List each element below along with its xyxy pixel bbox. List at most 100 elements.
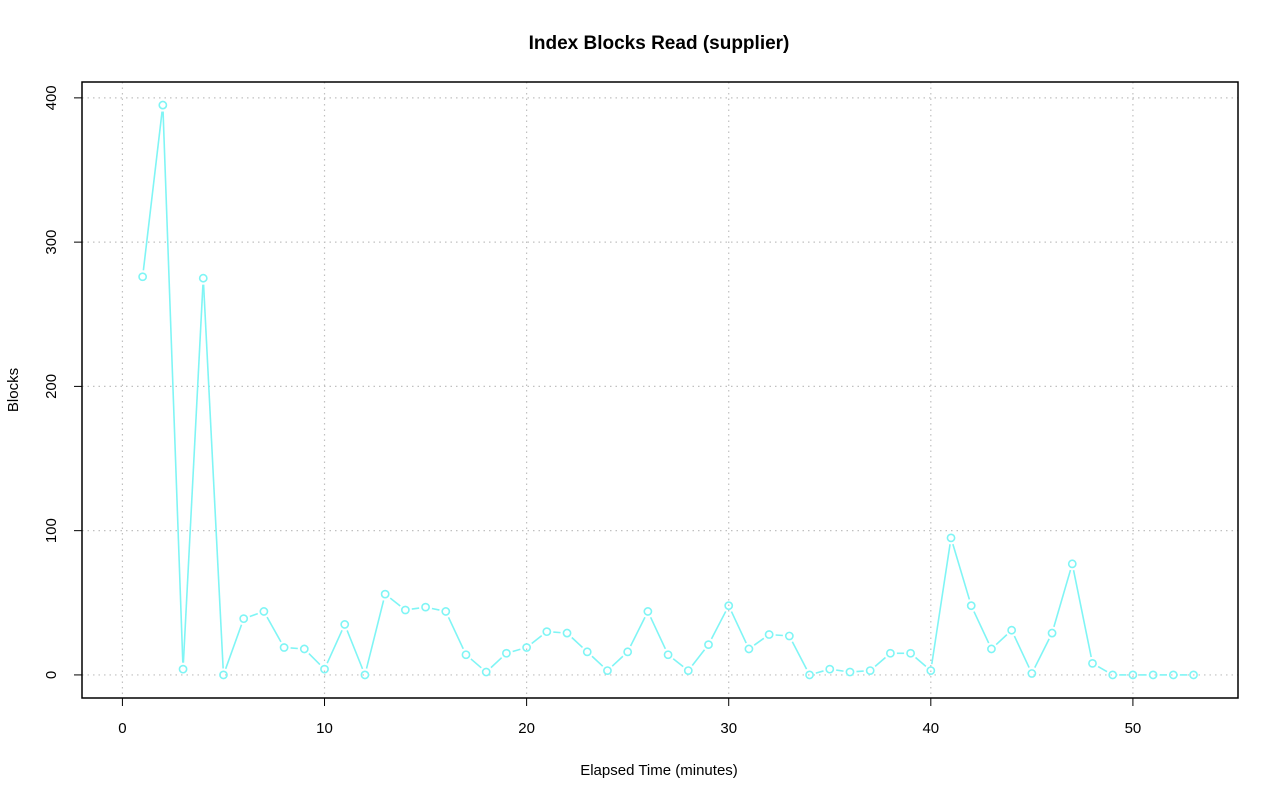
data-point — [1027, 669, 1037, 678]
data-point — [380, 589, 390, 599]
series-line-segment — [202, 284, 224, 669]
series-line-segment — [411, 607, 420, 610]
series-line-segment — [553, 631, 561, 634]
y-tick-label: 200 — [43, 374, 60, 399]
series-line-segment — [836, 669, 844, 672]
data-point — [1047, 628, 1057, 638]
series-line-segment — [1072, 570, 1092, 658]
series-line-segment — [1034, 638, 1050, 669]
data-point — [562, 628, 572, 638]
series-line-segment — [915, 656, 927, 667]
series-line-segment — [142, 111, 163, 271]
axes: 0 10 20 30 40 50 0 100 200 300 400 — [43, 85, 1141, 737]
data-point — [683, 666, 693, 675]
series-line-segment — [447, 616, 464, 650]
series-line-segment — [730, 611, 747, 644]
y-tick-label: 300 — [43, 230, 60, 255]
data-point — [663, 650, 673, 660]
data-point — [845, 667, 855, 677]
y-tick-label: 0 — [43, 671, 60, 679]
series-line-segment — [815, 670, 824, 674]
series-line-segment — [591, 655, 604, 667]
data-point — [421, 602, 430, 612]
data-point — [704, 640, 713, 650]
data-point — [441, 607, 451, 616]
x-tick-label: 0 — [118, 720, 126, 737]
series-line-segment — [249, 612, 259, 618]
series-line-segment — [389, 597, 401, 607]
data-point — [784, 631, 794, 641]
data-point — [623, 647, 633, 657]
x-tick-label: 50 — [1125, 720, 1142, 737]
series-line-segment — [490, 657, 503, 669]
series-line-segment — [952, 543, 971, 600]
data-point — [239, 614, 249, 624]
data-point — [178, 664, 188, 674]
series-line-segment — [710, 611, 727, 640]
x-tick-label: 10 — [316, 720, 333, 737]
data-point — [320, 664, 329, 674]
data-point — [906, 648, 916, 658]
data-point — [744, 644, 754, 654]
series-line-segment — [753, 637, 765, 646]
x-tick-label: 40 — [922, 720, 939, 737]
series-line-segment — [930, 544, 951, 665]
data-point — [522, 643, 532, 652]
series-line-segment — [791, 641, 808, 670]
series-line-segment — [470, 658, 482, 669]
data-point — [1148, 670, 1158, 680]
x-axis-label: Elapsed Time (minutes) — [580, 762, 738, 779]
data-point — [987, 644, 996, 654]
data-point — [643, 607, 653, 616]
series-line-segment — [1097, 665, 1108, 673]
data-point — [279, 643, 289, 652]
data-point — [542, 627, 552, 637]
series-line-segment — [874, 656, 886, 667]
series-line-segment — [973, 611, 990, 644]
series-line-segment — [162, 111, 184, 663]
series-line-segment — [365, 600, 385, 669]
data-point — [926, 666, 936, 675]
data-point — [299, 644, 309, 654]
data-point — [825, 664, 835, 674]
series-line-segment — [224, 624, 243, 670]
series-line-segment — [431, 607, 440, 611]
series-line-segment — [266, 616, 282, 643]
data-point — [219, 670, 228, 680]
series-line-segment — [611, 655, 624, 667]
series-line-segment — [775, 634, 783, 637]
data-point — [946, 533, 956, 543]
data-point — [603, 666, 612, 675]
series-line-segment — [1013, 635, 1030, 668]
series-line-segment — [531, 635, 543, 645]
x-tick-label: 20 — [518, 720, 535, 737]
data-point — [582, 647, 592, 657]
series-line-segment — [346, 630, 364, 670]
data-point — [461, 650, 471, 660]
series-line-segment — [308, 652, 321, 666]
data-point — [340, 620, 350, 629]
series-line-segment — [691, 649, 706, 666]
series-line-segment — [856, 670, 864, 673]
data-point — [966, 601, 976, 611]
series-line-segment — [995, 634, 1008, 646]
data-point — [885, 648, 895, 658]
data-point — [198, 273, 208, 283]
y-tick-label: 100 — [43, 518, 60, 543]
data-point — [1067, 559, 1077, 569]
series-line-segment — [512, 648, 521, 653]
data-point — [481, 667, 491, 677]
data-point — [865, 666, 875, 675]
data-point — [724, 601, 734, 611]
series-line-segment — [629, 616, 646, 647]
data-point — [1088, 658, 1097, 668]
series-line-segment — [571, 636, 584, 649]
data-point — [158, 100, 168, 110]
series-line-segment — [1053, 569, 1072, 628]
data-point — [1168, 670, 1178, 680]
chart-title: Index Blocks Read (supplier) — [529, 33, 790, 54]
series-group — [138, 100, 1198, 680]
data-point — [138, 272, 148, 282]
data-point — [502, 648, 511, 658]
